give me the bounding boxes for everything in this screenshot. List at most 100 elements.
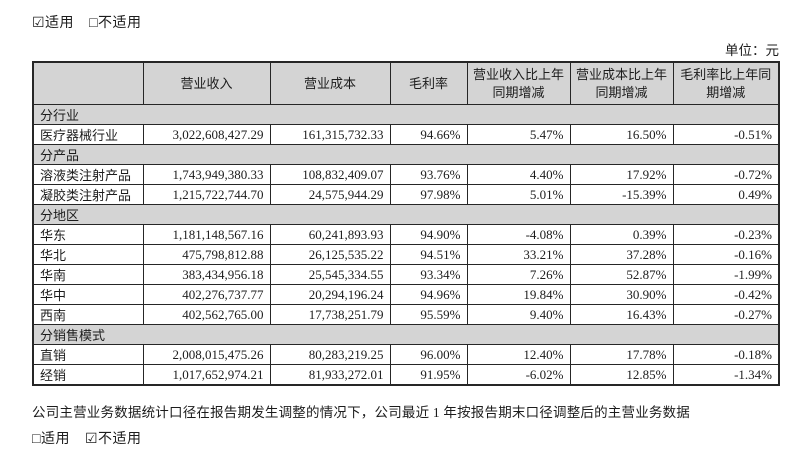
revenue-cell: 1,743,949,380.33 (142, 164, 271, 185)
cost-cell: 81,933,272.01 (269, 364, 391, 386)
cost-yoy-cell: 0.39% (569, 224, 674, 245)
cost-yoy-cell: 12.85% (569, 364, 674, 386)
margin-yoy-cell: -1.99% (672, 264, 780, 285)
revenue-yoy-cell: 5.01% (466, 184, 571, 205)
gross-margin-cell: 96.00% (389, 344, 468, 365)
margin-yoy-cell: -0.16% (672, 244, 780, 265)
not-applicable-checkbox[interactable]: □不适用 (89, 16, 142, 31)
cost-yoy-cell: 52.87% (569, 264, 674, 285)
row-label-cell: 凝胶类注射产品 (32, 184, 144, 205)
table-row: 华中 402,276,737.77 20,294,196.24 94.96% 1… (32, 284, 780, 305)
cost-cell: 108,832,409.07 (269, 164, 391, 185)
col-header-cost-yoy: 营业成本比上年同期增减 (569, 61, 674, 105)
row-label-cell: 华北 (32, 244, 144, 265)
gross-margin-cell: 94.66% (389, 124, 468, 145)
cost-yoy-cell: 37.28% (569, 244, 674, 265)
top-applicability-line: ☑适用 □不适用 (32, 12, 142, 32)
revenue-yoy-cell: 33.21% (466, 244, 571, 265)
row-label-cell: 华南 (32, 264, 144, 285)
cost-yoy-cell: 30.90% (569, 284, 674, 305)
applicable-checkbox[interactable]: ☑适用 (32, 16, 75, 31)
revenue-cell: 383,434,956.18 (142, 264, 271, 285)
margin-yoy-cell: 0.49% (672, 184, 780, 205)
section-label: 分销售模式 (32, 324, 780, 345)
revenue-yoy-cell: 5.47% (466, 124, 571, 145)
table-row: 溶液类注射产品 1,743,949,380.33 108,832,409.07 … (32, 164, 780, 185)
table-row: 医疗器械行业 3,022,608,427.29 161,315,732.33 9… (32, 124, 780, 145)
margin-yoy-cell: -0.27% (672, 304, 780, 325)
cost-cell: 20,294,196.24 (269, 284, 391, 305)
cost-cell: 25,545,334.55 (269, 264, 391, 285)
cost-cell: 80,283,219.25 (269, 344, 391, 365)
col-header-empty (32, 61, 144, 105)
cost-cell: 17,738,251.79 (269, 304, 391, 325)
table-row: 直销 2,008,015,475.26 80,283,219.25 96.00%… (32, 344, 780, 365)
section-label: 分地区 (32, 204, 780, 225)
cost-yoy-cell: -15.39% (569, 184, 674, 205)
row-label-cell: 直销 (32, 344, 144, 365)
row-label-cell: 华东 (32, 224, 144, 245)
col-header-cost: 营业成本 (269, 61, 391, 105)
gross-margin-cell: 95.59% (389, 304, 468, 325)
margin-yoy-cell: -0.72% (672, 164, 780, 185)
revenue-yoy-cell: 7.26% (466, 264, 571, 285)
cost-yoy-cell: 17.78% (569, 344, 674, 365)
gross-margin-cell: 93.76% (389, 164, 468, 185)
gross-margin-cell: 94.96% (389, 284, 468, 305)
table-header-row: 营业收入 营业成本 毛利率 营业收入比上年同期增减 营业成本比上年同期增减 毛利… (32, 61, 780, 105)
unit-label: 单位：元 (725, 43, 779, 58)
revenue-cell: 2,008,015,475.26 (142, 344, 271, 365)
gross-margin-cell: 93.34% (389, 264, 468, 285)
gross-margin-cell: 94.51% (389, 244, 468, 265)
cost-yoy-cell: 17.92% (569, 164, 674, 185)
col-header-gross-margin: 毛利率 (389, 61, 468, 105)
main-business-data-table: 营业收入 营业成本 毛利率 营业收入比上年同期增减 营业成本比上年同期增减 毛利… (32, 61, 780, 386)
section-row-by-industry: 分行业 (32, 104, 780, 125)
revenue-cell: 402,562,765.00 (142, 304, 271, 325)
revenue-yoy-cell: -6.02% (466, 364, 571, 386)
revenue-cell: 402,276,737.77 (142, 284, 271, 305)
cost-cell: 60,241,893.93 (269, 224, 391, 245)
footer-note: 公司主营业务数据统计口径在报告期发生调整的情况下，公司最近 1 年按报告期末口径… (32, 405, 690, 420)
section-row-by-region: 分地区 (32, 204, 780, 225)
gross-margin-cell: 97.98% (389, 184, 468, 205)
margin-yoy-cell: -0.18% (672, 344, 780, 365)
table-row: 华南 383,434,956.18 25,545,334.55 93.34% 7… (32, 264, 780, 285)
revenue-yoy-cell: 19.84% (466, 284, 571, 305)
cost-cell: 26,125,535.22 (269, 244, 391, 265)
table-row: 华北 475,798,812.88 26,125,535.22 94.51% 3… (32, 244, 780, 265)
margin-yoy-cell: -1.34% (672, 364, 780, 386)
table-row: 西南 402,562,765.00 17,738,251.79 95.59% 9… (32, 304, 780, 325)
row-label-cell: 溶液类注射产品 (32, 164, 144, 185)
table-row: 经销 1,017,652,974.21 81,933,272.01 91.95%… (32, 364, 780, 386)
margin-yoy-cell: -0.42% (672, 284, 780, 305)
gross-margin-cell: 91.95% (389, 364, 468, 386)
revenue-cell: 475,798,812.88 (142, 244, 271, 265)
revenue-cell: 3,022,608,427.29 (142, 124, 271, 145)
revenue-yoy-cell: 12.40% (466, 344, 571, 365)
table-row: 凝胶类注射产品 1,215,722,744.70 24,575,944.29 9… (32, 184, 780, 205)
section-label: 分产品 (32, 144, 780, 165)
section-row-by-product: 分产品 (32, 144, 780, 165)
revenue-yoy-cell: -4.08% (466, 224, 571, 245)
bottom-applicability-line: □适用 ☑不适用 (32, 428, 142, 448)
table-row: 华东 1,181,148,567.16 60,241,893.93 94.90%… (32, 224, 780, 245)
applicable-checkbox[interactable]: □适用 (32, 432, 70, 447)
revenue-cell: 1,181,148,567.16 (142, 224, 271, 245)
not-applicable-checkbox[interactable]: ☑不适用 (84, 432, 142, 447)
row-label-cell: 西南 (32, 304, 144, 325)
row-label-cell: 华中 (32, 284, 144, 305)
revenue-cell: 1,215,722,744.70 (142, 184, 271, 205)
col-header-revenue: 营业收入 (142, 61, 271, 105)
section-row-by-sales-model: 分销售模式 (32, 324, 780, 345)
col-header-margin-yoy: 毛利率比上年同期增减 (672, 61, 780, 105)
revenue-cell: 1,017,652,974.21 (142, 364, 271, 386)
row-label-cell: 医疗器械行业 (32, 124, 144, 145)
col-header-revenue-yoy: 营业收入比上年同期增减 (466, 61, 571, 105)
revenue-yoy-cell: 9.40% (466, 304, 571, 325)
margin-yoy-cell: -0.23% (672, 224, 780, 245)
margin-yoy-cell: -0.51% (672, 124, 780, 145)
cost-yoy-cell: 16.50% (569, 124, 674, 145)
gross-margin-cell: 94.90% (389, 224, 468, 245)
cost-cell: 161,315,732.33 (269, 124, 391, 145)
